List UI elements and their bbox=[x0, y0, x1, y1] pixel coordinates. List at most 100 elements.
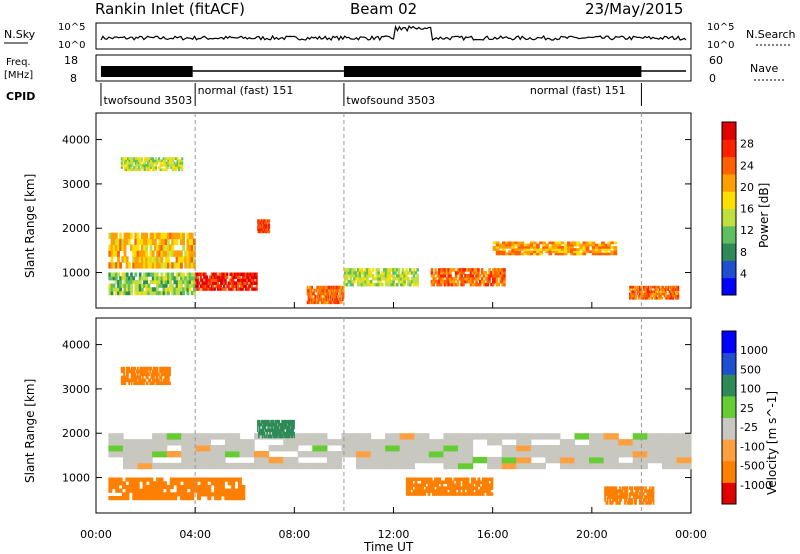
heatmap-cell bbox=[269, 230, 271, 234]
heatmap-cell bbox=[114, 276, 118, 281]
heatmap-cell bbox=[330, 300, 333, 305]
heatmap-cell bbox=[145, 168, 148, 172]
heatmap-cell bbox=[657, 292, 660, 296]
heatmap-cell bbox=[135, 378, 138, 383]
heatmap-cell bbox=[606, 492, 609, 496]
heatmap-cell bbox=[615, 495, 618, 499]
heatmap-cell bbox=[190, 250, 194, 257]
heatmap-cell bbox=[138, 378, 140, 383]
heatmap-cell bbox=[613, 252, 618, 256]
heatmap-cell bbox=[152, 445, 168, 452]
heatmap-cell bbox=[123, 276, 127, 281]
heatmap-cell bbox=[281, 428, 283, 433]
heatmap-cell bbox=[269, 428, 271, 433]
heatmap-cell bbox=[220, 488, 225, 493]
heatmap-cell bbox=[508, 250, 512, 254]
heatmap-cell bbox=[270, 428, 272, 433]
heatmap-cell bbox=[484, 480, 487, 484]
heatmap-cell bbox=[180, 256, 183, 263]
heatmap-cell bbox=[259, 419, 261, 424]
heatmap-cell bbox=[444, 492, 448, 496]
heatmap-cell bbox=[259, 223, 261, 227]
heatmap-cell bbox=[318, 294, 321, 299]
heatmap-cell bbox=[159, 366, 161, 371]
heatmap-cell bbox=[630, 489, 633, 493]
heatmap-cell bbox=[161, 372, 164, 377]
heatmap-cell bbox=[309, 291, 311, 296]
colorbar-tick-label: 24 bbox=[740, 159, 754, 172]
heatmap-cell bbox=[130, 366, 133, 371]
heatmap-cell bbox=[265, 219, 267, 223]
heatmap-cell bbox=[257, 226, 259, 229]
heatmap-cell bbox=[637, 296, 640, 300]
heatmap-cell bbox=[632, 296, 635, 300]
heatmap-cell bbox=[173, 481, 178, 486]
heatmap-cell bbox=[341, 445, 357, 452]
heatmap-cell bbox=[130, 372, 133, 377]
heatmap-cell bbox=[175, 238, 179, 245]
heatmap-cell bbox=[190, 481, 195, 486]
heatmap-cell bbox=[227, 477, 232, 482]
heatmap-cell bbox=[340, 288, 342, 293]
heatmap-cell bbox=[145, 256, 149, 263]
heatmap-cell bbox=[652, 486, 655, 490]
heatmap-cell bbox=[136, 262, 140, 269]
heatmap-cell bbox=[178, 166, 181, 169]
heatmap-cell bbox=[167, 291, 170, 296]
heatmap-cell bbox=[308, 291, 311, 296]
heatmap-cell bbox=[618, 451, 634, 458]
heatmap-cell bbox=[618, 439, 634, 446]
heatmap-cell bbox=[638, 292, 641, 296]
heatmap-cell bbox=[123, 291, 127, 296]
heatmap-cell bbox=[286, 419, 288, 424]
heatmap-cell bbox=[264, 223, 265, 227]
heatmap-cell bbox=[358, 271, 362, 275]
heatmap-cell bbox=[451, 282, 454, 287]
heatmap-cell bbox=[563, 252, 568, 256]
heatmap-cell bbox=[663, 290, 666, 293]
heatmap-cell bbox=[123, 445, 139, 452]
heatmap-cell bbox=[154, 291, 157, 296]
heatmap-cell bbox=[139, 161, 142, 165]
heatmap-cell bbox=[601, 252, 605, 256]
heatmap-cell bbox=[165, 375, 168, 380]
heatmap-cell bbox=[559, 445, 576, 452]
heatmap-cell bbox=[471, 489, 474, 493]
nave-label: Nave bbox=[750, 62, 778, 75]
heatmap-cell bbox=[145, 276, 149, 281]
heatmap-cell bbox=[123, 250, 127, 257]
heatmap-cell bbox=[343, 285, 345, 290]
heatmap-cell bbox=[502, 246, 506, 249]
heatmap-cell bbox=[369, 274, 373, 278]
heatmap-cell bbox=[364, 271, 367, 275]
heatmap-cell bbox=[158, 276, 162, 281]
heatmap-cell bbox=[441, 271, 445, 275]
heatmap-cell bbox=[169, 287, 172, 292]
heatmap-cell bbox=[443, 439, 459, 446]
heatmap-cell bbox=[610, 492, 613, 496]
heatmap-cell bbox=[345, 274, 349, 278]
heatmap-cell bbox=[258, 419, 260, 424]
heatmap-cell bbox=[227, 284, 230, 288]
heatmap-cell bbox=[612, 486, 615, 490]
heatmap-cell bbox=[164, 168, 167, 172]
heatmap-cell bbox=[326, 439, 343, 446]
heatmap-cell bbox=[237, 477, 242, 482]
heatmap-cell bbox=[666, 288, 668, 291]
heatmap-cell bbox=[268, 428, 270, 433]
heatmap-cell bbox=[136, 238, 140, 245]
heatmap-cell bbox=[414, 483, 418, 487]
heatmap-cell bbox=[271, 425, 273, 430]
heatmap-cell bbox=[325, 300, 327, 305]
heatmap-cell bbox=[471, 277, 475, 281]
heatmap-cell bbox=[167, 238, 170, 245]
heatmap-cell bbox=[266, 226, 268, 229]
heatmap-cell bbox=[262, 425, 265, 430]
heatmap-cell bbox=[140, 372, 143, 377]
heatmap-cell bbox=[246, 287, 249, 291]
heatmap-cell bbox=[196, 272, 199, 276]
heatmap-cell bbox=[166, 439, 182, 446]
heatmap-cell bbox=[503, 274, 506, 278]
heatmap-cell bbox=[671, 285, 673, 289]
heatmap-cell bbox=[631, 489, 634, 493]
